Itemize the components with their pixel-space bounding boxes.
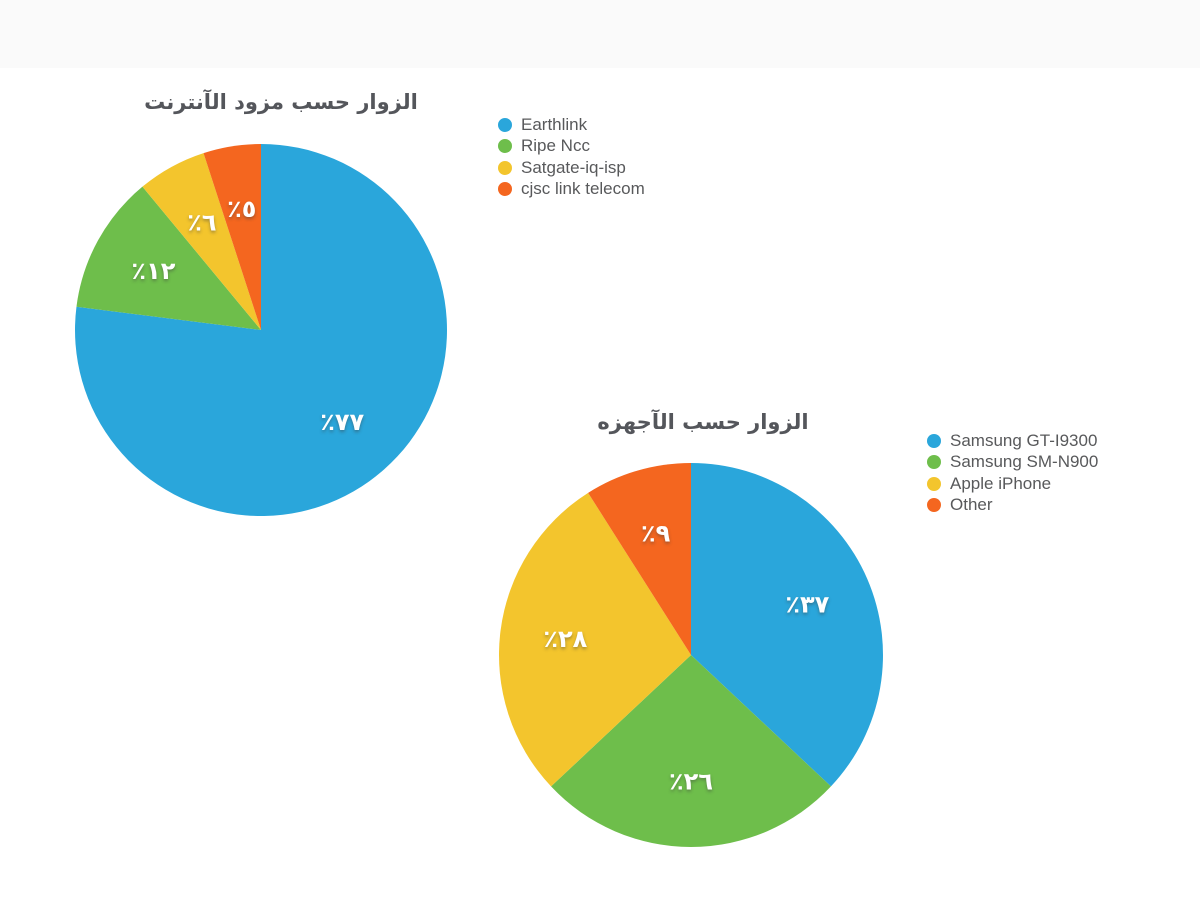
pie-slice-earthlink[interactable] [75, 144, 448, 516]
pie-slice-samsung-gt-i9300[interactable] [691, 463, 883, 787]
slice-percent-label-apple-iphone: ٪٢٨ [543, 625, 587, 653]
chart-title-visitors-by-isp: الزوار حسب مزود الآنترنت [144, 90, 418, 114]
top-band [0, 0, 1200, 68]
legend-item-satgate-iq-isp: Satgate-iq-isp [498, 157, 645, 179]
legend-color-dot [498, 117, 512, 132]
legend-color-dot [498, 139, 512, 154]
legend-label: Samsung GT-I9300 [950, 430, 1098, 450]
slice-percent-label-other: ٪٩ [641, 519, 671, 547]
legend-color-dot [927, 433, 941, 448]
slice-percent-label-satgate-iq-isp: ٪٦ [187, 208, 216, 236]
legend-item-apple-iphone: Apple iPhone [927, 473, 1098, 495]
legend-label: cjsc link telecom [521, 179, 645, 199]
pie-slice-ripe-ncc[interactable] [76, 186, 261, 330]
legend-item-earthlink: Earthlink [498, 114, 645, 136]
legend-item-samsung-sm-n900: Samsung SM-N900 [927, 452, 1098, 474]
legend-item-cjsc-link-telecom: cjsc link telecom [498, 179, 645, 201]
legend-item-other: Other [927, 495, 1098, 517]
pie-slice-apple-iphone[interactable] [499, 492, 691, 787]
slice-percent-label-cjsc-link-telecom: ٪٥ [227, 195, 256, 223]
isp-pie: ٪٧٧ ٪١٢ ٪٦ ٪٥ [75, 144, 448, 516]
legend-color-dot [927, 476, 941, 491]
slice-percent-label-samsung-gt-i9300: ٪٣٧ [785, 591, 829, 619]
pie-slice-samsung-sm-n900[interactable] [551, 655, 831, 847]
pie-slice-cjsc-link-telecom[interactable] [203, 144, 261, 330]
pie-slice-satgate-iq-isp[interactable] [142, 153, 261, 330]
slice-percent-label-earthlink: ٪٧٧ [320, 408, 364, 436]
legend-label: Samsung SM-N900 [950, 452, 1099, 472]
legend-label: Other [950, 495, 993, 515]
legend-label: Earthlink [521, 114, 588, 134]
slice-percent-label-ripe-ncc: ٪١٢ [131, 257, 175, 285]
legend-label: Satgate-iq-isp [521, 157, 626, 177]
chart-title-visitors-by-device: الزوار حسب الآجهزه [597, 410, 809, 434]
legend-color-dot [498, 182, 512, 197]
legend-color-dot [927, 455, 941, 470]
legend-item-ripe-ncc: Ripe Ncc [498, 136, 645, 158]
legend-color-dot [927, 498, 941, 513]
isp-legend: Earthlink Ripe Ncc Satgate-iq-isp cjsc link… [498, 114, 645, 200]
legend-item-samsung-gt-i9300: Samsung GT-I9300 [927, 430, 1098, 452]
pie-slice-other[interactable] [588, 463, 691, 655]
devices-legend: Samsung GT-I9300 Samsung SM-N900 Apple iPh… [927, 430, 1098, 516]
slice-percent-label-samsung-sm-n900: ٪٢٦ [669, 768, 713, 796]
legend-label: Ripe Ncc [521, 136, 590, 156]
legend-color-dot [498, 160, 512, 175]
devices-pie: ٪٣٧ ٪٢٦ ٪٢٨ ٪٩ [499, 463, 883, 847]
legend-label: Apple iPhone [950, 473, 1052, 493]
